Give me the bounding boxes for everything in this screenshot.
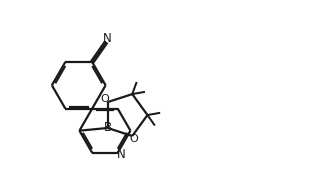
Text: N: N xyxy=(103,32,112,45)
Text: O: O xyxy=(100,94,109,104)
Text: O: O xyxy=(129,134,138,144)
Text: N: N xyxy=(117,148,125,161)
Text: B: B xyxy=(104,121,112,134)
